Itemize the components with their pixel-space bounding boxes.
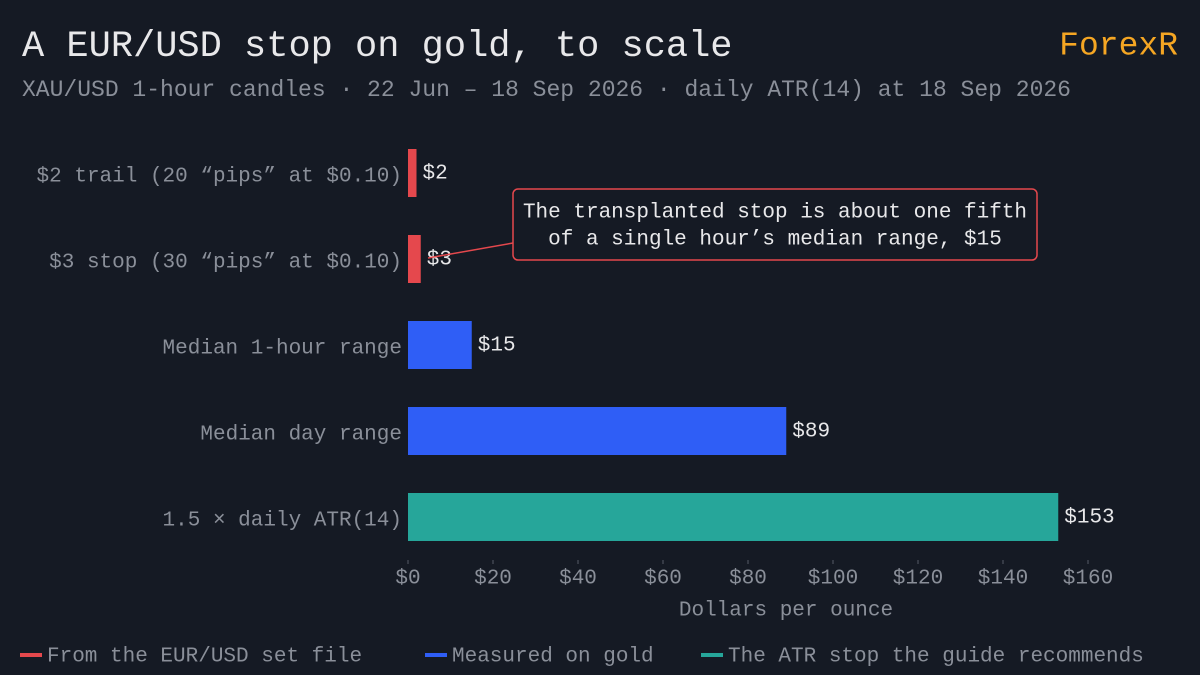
x-tick-label: $80 [729,568,767,591]
value-label: $2 [423,163,448,186]
bar [408,321,472,369]
value-label: $3 [427,249,452,272]
y-tick-label: $2 trail (20 “pips” at $0.10) [37,166,402,189]
y-tick-label: Median day range [200,424,402,447]
x-tick-label: $0 [395,568,420,591]
value-label: $15 [478,335,516,358]
x-tick-label: $100 [808,568,858,591]
annotation-text: of a single hour’s median range, $15 [548,229,1002,252]
x-tick-label: $160 [1063,568,1113,591]
y-tick-label: Median 1-hour range [163,338,402,361]
value-label: $89 [792,421,830,444]
annotation-text: The transplanted stop is about one fifth [523,202,1027,225]
bar [408,235,421,283]
legend-label: Measured on gold [452,646,654,669]
bar [408,149,417,197]
bar [408,407,787,455]
bar [408,493,1059,541]
value-label: $153 [1064,507,1114,530]
x-tick-label: $20 [474,568,512,591]
y-tick-label: $3 stop (30 “pips” at $0.10) [49,252,402,275]
annotation-connector [427,242,514,259]
x-tick-label: $120 [893,568,943,591]
legend-label: From the EUR/USD set file [47,646,362,669]
x-tick-label: $40 [559,568,597,591]
legend-label: The ATR stop the guide recommends [728,646,1144,669]
chart-title: A EUR/USD stop on gold, to scale [22,26,733,68]
chart-subtitle: XAU/USD 1-hour candles · 22 Jun – 18 Sep… [22,77,1071,103]
annotation-box [512,188,1038,261]
brand: ForexR [1059,28,1178,65]
x-axis-label: Dollars per ounce [679,600,893,623]
y-tick-label: 1.5 × daily ATR(14) [163,510,402,533]
x-tick-label: $60 [644,568,682,591]
x-tick-label: $140 [978,568,1028,591]
